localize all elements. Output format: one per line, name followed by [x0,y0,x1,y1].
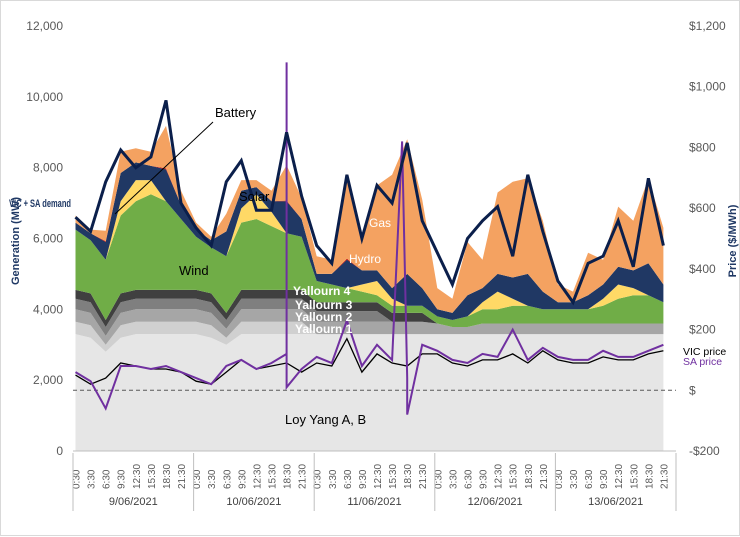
y-left-tick-label: 4,000 [33,302,63,316]
x-tick-label: 0:30 [192,469,203,489]
battery-leader-line [114,121,214,215]
x-tick-label: 0:30 [313,469,324,489]
y-left-tick-label: 0 [56,444,63,458]
area-loy-yang-a-b [75,334,664,451]
yallourn3-label: Yallourn 3 [295,298,353,312]
area-hydro [75,162,664,320]
area-yallourn-4 [75,289,664,327]
x-tick-label: 15:30 [629,464,640,489]
x-tick-label: 12:30 [614,464,625,489]
area-yallourn-1 [75,321,664,352]
y-left-tick-label: 8,000 [33,161,63,175]
y-left-tick-label: 10,000 [26,90,63,104]
area-wind [75,194,664,327]
x-tick-label: 12:30 [494,464,505,489]
x-tick-label: 3:30 [569,469,580,489]
x-tick-label: 0:30 [554,469,565,489]
line-sa-price [74,62,664,415]
x-tick-label: 3:30 [87,469,98,489]
y-right-axis-title: Price ($/MWh) [727,204,739,277]
area-yallourn-3 [75,298,664,336]
x-tick-label: 18:30 [403,464,414,489]
date-label: 13/06/2021 [588,496,643,508]
date-label: 9/06/2021 [109,496,158,508]
x-tick-label: 21:30 [659,464,670,489]
x-tick-label: 15:30 [268,464,279,489]
y-right-tick-label: $200 [689,323,716,337]
x-tick-label: 9:30 [358,469,369,489]
y-right-tick-label: $400 [689,262,716,276]
yallourn1-label: Yallourn 1 [295,322,353,336]
x-tick-label: 6:30 [584,469,595,489]
y-left-tick-label: 6,000 [33,232,63,246]
x-tick-label: 9:30 [237,469,248,489]
x-tick-label: 3:30 [448,469,459,489]
yallourn2-label: Yallourn 2 [295,310,353,324]
y-right-tick-label: $1,000 [689,80,726,94]
stacked-areas [75,125,664,451]
loy-yang-label: Loy Yang A, B [285,412,366,427]
x-tick-label: 6:30 [343,469,354,489]
x-tick-label: 0:30 [433,469,444,489]
x-tick-label: 12:30 [373,464,384,489]
x-tick-label: 6:30 [464,469,475,489]
x-tick-label: 0:30 [72,469,83,489]
date-label: 10/06/2021 [226,496,281,508]
yallourn4-label: Yallourn 4 [293,284,351,298]
line-vic-price [75,337,664,385]
y-left-tick-label: 2,000 [33,373,63,387]
x-tick-label: 21:30 [539,464,550,489]
gas-label: Gas [369,216,391,230]
x-tick-label: 6:30 [102,469,113,489]
date-label: 12/06/2021 [468,496,523,508]
x-tick-label: 18:30 [283,464,294,489]
y-right-tick-label: $800 [689,140,716,154]
date-label: 11/06/2021 [347,496,401,508]
x-tick-label: 3:30 [328,469,339,489]
x-tick-label: 18:30 [644,464,655,489]
solar-label: Solar [239,189,270,204]
x-tick-label: 12:30 [132,464,143,489]
y-right-tick-label: $600 [689,201,716,215]
y-right-tick-label: -$200 [689,444,720,458]
x-tick-label: 9:30 [479,469,490,489]
y-right-tick-label: $1,200 [689,19,726,33]
hydro-label: Hydro [349,252,381,266]
x-tick-label: 15:30 [147,464,158,489]
x-tick-label: 21:30 [418,464,429,489]
x-tick-label: 9:30 [599,469,610,489]
x-tick-label: 6:30 [222,469,233,489]
x-tick-label: 3:30 [207,469,218,489]
x-tick-label: 15:30 [509,464,520,489]
y-right-tick-label: $ [689,383,696,397]
wind-label: Wind [179,263,209,278]
area-solar [75,180,664,320]
x-tick-label: 15:30 [388,464,399,489]
sa-price-label: SA price [683,356,722,368]
vic-price-label: VIC price [683,346,726,358]
area-yallourn-2 [75,309,664,345]
y-left-axis-title: Generation (MW) [10,197,22,285]
line-demand [74,100,665,306]
x-tick-label: 12:30 [252,464,263,489]
demand-label: VIC + SA demand [9,198,71,210]
y-left-tick-label: 12,000 [26,19,63,33]
x-tick-label: 21:30 [298,464,309,489]
x-tick-label: 21:30 [177,464,188,489]
price-lines [74,62,665,415]
x-tick-label: 18:30 [162,464,173,489]
x-tick-label: 18:30 [524,464,535,489]
area-gas [75,125,664,313]
x-tick-label: 9:30 [117,469,128,489]
battery-label: Battery [215,105,257,120]
